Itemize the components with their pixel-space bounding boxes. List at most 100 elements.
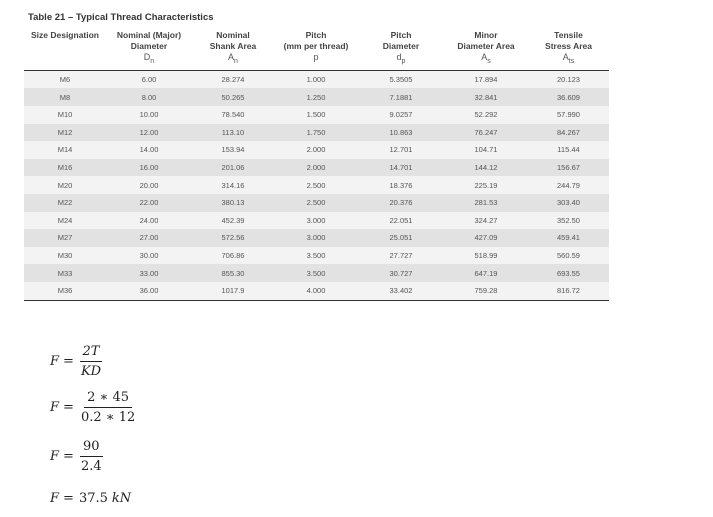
cell-minor-area: 76.247 — [444, 123, 528, 142]
cell-nominal-diameter: 33.00 — [106, 264, 192, 282]
equation-1-numerator: 2T — [79, 344, 103, 362]
header-shank-line1: Nominal — [216, 30, 250, 40]
header-tensile-line2: Stress Area — [545, 41, 592, 51]
header-pitch-symbol: p — [313, 52, 319, 62]
cell-pitch-diameter: 25.051 — [358, 229, 444, 247]
cell-pitch-diameter: 12.701 — [358, 141, 444, 159]
equation-1-lhs: F — [50, 354, 60, 369]
table-row: M6 6.00 28.274 1.000 5.3505 17.894 20.123 — [24, 70, 609, 89]
thread-characteristics-table: Size Designation Nominal (Major) Diamete… — [24, 28, 609, 301]
cell-pitch-diameter: 20.376 — [358, 193, 444, 212]
equation-4-unit: kN — [111, 491, 132, 506]
cell-tensile-area: 244.79 — [528, 176, 609, 194]
cell-minor-area: 281.53 — [444, 193, 528, 212]
equation-3-denominator: 2.4 — [80, 459, 102, 474]
cell-tensile-area: 352.50 — [528, 211, 609, 230]
table-row: M22 22.00 380.13 2.500 20.376 281.53 303.40 — [24, 193, 609, 212]
equation-3-equals: = — [63, 449, 74, 464]
cell-tensile-area: 36.609 — [528, 88, 609, 106]
equation-3-fraction: 90 2.4 — [78, 439, 105, 474]
header-nominal-symbol: Dn — [143, 52, 155, 65]
cell-shank-area: 706.86 — [192, 246, 274, 265]
cell-nominal-diameter: 20.00 — [106, 176, 192, 194]
cell-shank-area: 572.56 — [192, 229, 274, 247]
cell-pitch: 1.250 — [274, 88, 358, 106]
header-pd-symbol: dp — [396, 52, 406, 65]
cell-pitch: 3.000 — [274, 211, 358, 230]
cell-nominal-diameter: 12.00 — [106, 123, 192, 142]
header-nominal-line1: Nominal (Major) — [116, 30, 182, 40]
cell-size: M24 — [24, 211, 106, 230]
cell-tensile-area: 693.55 — [528, 264, 609, 282]
equation-4: F = 37.5 kN — [50, 491, 131, 506]
header-size-label: Size Designation — [30, 30, 99, 40]
cell-minor-area: 104.71 — [444, 141, 528, 159]
cell-size: M6 — [24, 70, 106, 89]
cell-pitch-diameter: 33.402 — [358, 281, 444, 301]
cell-nominal-diameter: 16.00 — [106, 158, 192, 177]
header-minor-line2: Diameter Area — [457, 41, 515, 51]
cell-pitch-diameter: 30.727 — [358, 264, 444, 282]
cell-shank-area: 1017.9 — [192, 281, 274, 301]
cell-size: M14 — [24, 141, 106, 159]
header-pitch-line2: (mm per thread) — [283, 41, 349, 51]
cell-tensile-area: 303.40 — [528, 193, 609, 212]
cell-nominal-diameter: 10.00 — [106, 105, 192, 124]
cell-shank-area: 855.30 — [192, 264, 274, 282]
equation-1: F = 2T KD — [50, 344, 104, 379]
cell-nominal-diameter: 24.00 — [106, 211, 192, 230]
cell-shank-area: 50.265 — [192, 88, 274, 106]
equation-1-fraction: 2T KD — [78, 344, 104, 379]
equation-3: F = 90 2.4 — [50, 439, 105, 474]
cell-size: M10 — [24, 105, 106, 124]
cell-pitch-diameter: 5.3505 — [358, 70, 444, 89]
cell-nominal-diameter: 27.00 — [106, 229, 192, 247]
cell-size: M20 — [24, 176, 106, 194]
cell-pitch: 2.000 — [274, 158, 358, 177]
header-tensile-line1: Tensile — [554, 30, 583, 40]
cell-pitch-diameter: 22.051 — [358, 211, 444, 230]
equation-1-equals: = — [63, 354, 74, 369]
cell-nominal-diameter: 14.00 — [106, 141, 192, 159]
equation-3-lhs: F — [50, 449, 60, 464]
cell-pitch: 4.000 — [274, 281, 358, 301]
table-row: M33 33.00 855.30 3.500 30.727 647.19 693.55 — [24, 264, 609, 282]
table-row: M16 16.00 201.06 2.000 14.701 144.12 156.67 — [24, 158, 609, 177]
cell-shank-area: 113.10 — [192, 123, 274, 142]
cell-minor-area: 144.12 — [444, 158, 528, 177]
table-row: M24 24.00 452.39 3.000 22.051 324.27 352.50 — [24, 211, 609, 230]
cell-pitch: 2.500 — [274, 193, 358, 212]
header-pitch: Pitch (mm per thread) p — [274, 28, 358, 71]
table-row: M14 14.00 153.94 2.000 12.701 104.71 115.44 — [24, 141, 609, 159]
cell-size: M36 — [24, 281, 106, 301]
equation-4-lhs: F — [50, 491, 60, 506]
header-pd-line1: Pitch — [390, 30, 412, 40]
cell-minor-area: 647.19 — [444, 264, 528, 282]
header-pd-line2: Diameter — [382, 41, 420, 51]
cell-pitch: 1.500 — [274, 105, 358, 124]
cell-minor-area: 427.09 — [444, 229, 528, 247]
header-minor-symbol: As — [481, 52, 491, 65]
cell-tensile-area: 115.44 — [528, 141, 609, 159]
cell-pitch: 1.750 — [274, 123, 358, 142]
table-caption: Table 21 – Typical Thread Characteristic… — [28, 12, 214, 23]
cell-pitch-diameter: 10.863 — [358, 123, 444, 142]
table-row: M30 30.00 706.86 3.500 27.727 518.99 560.59 — [24, 246, 609, 265]
header-shank-line2: Shank Area — [209, 41, 257, 51]
cell-pitch: 1.000 — [274, 70, 358, 89]
equation-4-equals: = — [63, 491, 74, 506]
header-minor-line1: Minor — [474, 30, 498, 40]
cell-tensile-area: 156.67 — [528, 158, 609, 177]
cell-nominal-diameter: 22.00 — [106, 193, 192, 212]
cell-size: M12 — [24, 123, 106, 142]
equation-3-numerator: 90 — [80, 439, 103, 457]
cell-pitch-diameter: 14.701 — [358, 158, 444, 177]
table-row: M20 20.00 314.16 2.500 18.376 225.19 244.79 — [24, 176, 609, 194]
table-row: M27 27.00 572.56 3.000 25.051 427.09 459.41 — [24, 229, 609, 247]
header-tensile-symbol: Ats — [562, 52, 575, 65]
cell-nominal-diameter: 8.00 — [106, 88, 192, 106]
cell-pitch-diameter: 7.1881 — [358, 88, 444, 106]
cell-minor-area: 518.99 — [444, 246, 528, 265]
header-pitch-line1: Pitch — [305, 30, 327, 40]
equation-4-value: 37.5 — [78, 491, 108, 506]
